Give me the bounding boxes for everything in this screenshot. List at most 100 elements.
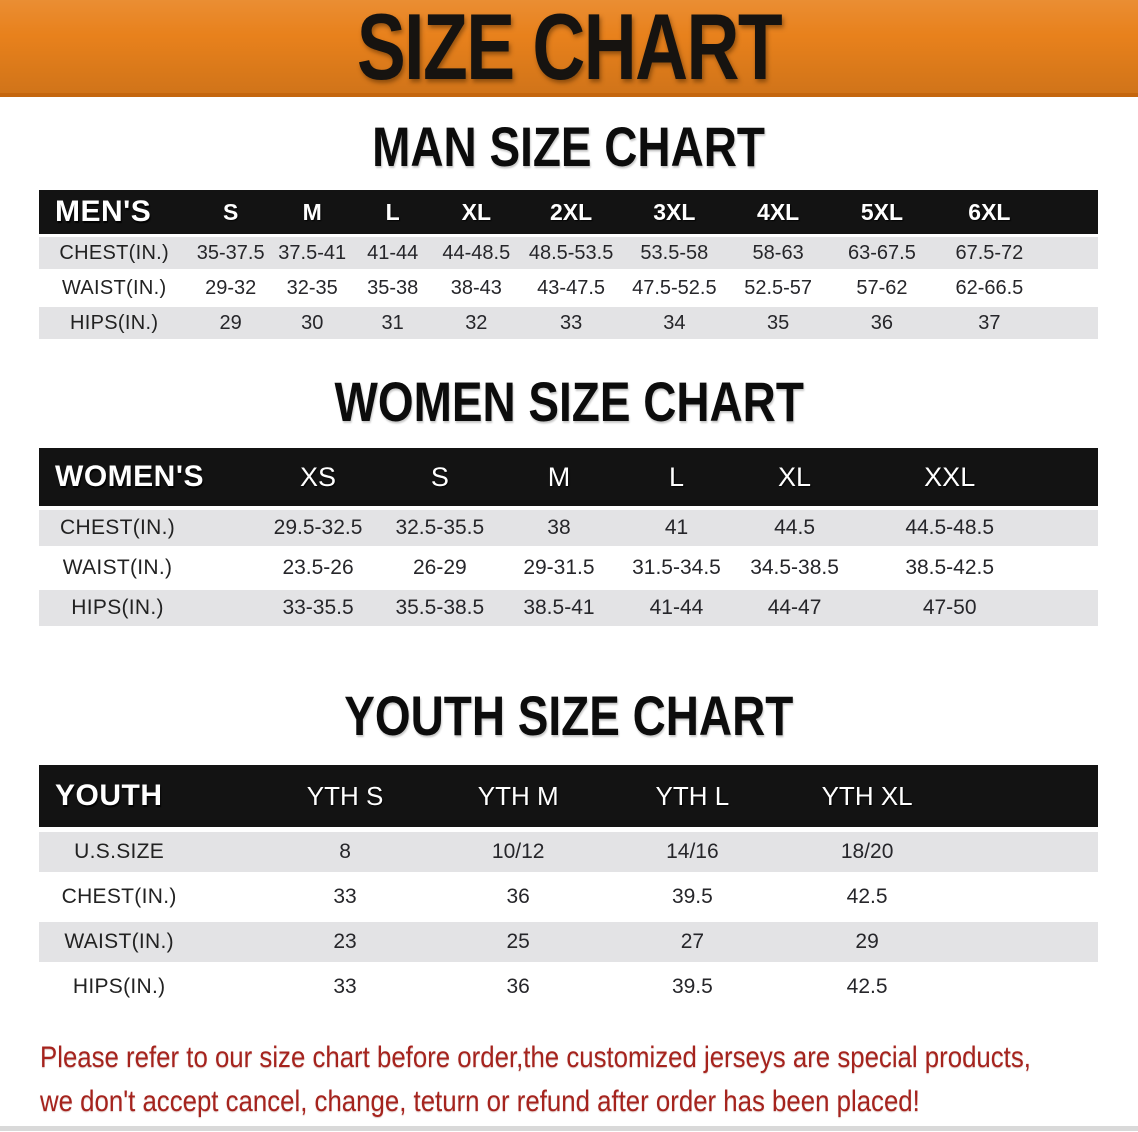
size-value: 29-31.5: [499, 550, 619, 586]
size-value: 57-62: [830, 272, 934, 304]
row-label: HIPS(IN.): [39, 307, 190, 339]
size-column-header: 2XL: [519, 190, 623, 234]
size-column-header: 5XL: [830, 190, 934, 234]
table-row: CHEST(IN.) 35-37.5 37.5-41 41-44 44-48.5 48.5…: [39, 237, 1098, 269]
size-value: 29.5-32.5: [256, 510, 380, 546]
size-value: 41-44: [618, 590, 735, 626]
size-column-header: 3XL: [622, 190, 727, 234]
size-value: 38.5-42.5: [854, 550, 1045, 586]
size-value: 39.5: [605, 877, 780, 917]
size-value: 27: [605, 922, 780, 962]
size-value: 44.5-48.5: [854, 510, 1045, 546]
size-value: 44-48.5: [432, 237, 520, 269]
bottom-edge-strip: [0, 1126, 1138, 1131]
size-section-youth: YOUTH SIZE CHART YOUTH YTH S YTH M YTH L YTH…: [0, 688, 1138, 1012]
size-value: 38: [499, 510, 619, 546]
size-column-header: L: [618, 448, 735, 506]
header-row: MEN'S S M L XL 2XL 3XL 4XL 5XL 6XL: [39, 190, 1098, 234]
size-column-header: XS: [256, 448, 380, 506]
size-value: 33: [259, 877, 431, 917]
section-heading-text: YOUTH SIZE CHART: [344, 684, 794, 747]
size-value: 29-32: [189, 272, 272, 304]
header-pad: [1045, 448, 1098, 506]
row-pad: [955, 967, 1098, 1007]
size-value: 8: [259, 832, 431, 872]
header-row: WOMEN'S XS S M L XL XXL: [39, 448, 1098, 506]
size-value: 37: [933, 307, 1045, 339]
size-value: 44.5: [734, 510, 855, 546]
table-row: CHEST(IN.) 33 36 39.5 42.5: [39, 877, 1098, 917]
table-row: HIPS(IN.) 33 36 39.5 42.5: [39, 967, 1098, 1007]
size-section-women: WOMEN SIZE CHART WOMEN'S XS S M L XL XXL CHEST…: [0, 374, 1138, 630]
row-pad: [955, 877, 1098, 917]
footer-line-1: Please refer to our size chart before or…: [40, 1041, 1031, 1074]
size-column-header: 4XL: [726, 190, 831, 234]
size-value: 25: [430, 922, 606, 962]
section-heading: YOUTH SIZE CHART: [0, 688, 1138, 744]
row-label: U.S.SIZE: [39, 832, 260, 872]
size-value: 43-47.5: [519, 272, 623, 304]
size-value: 35-38: [352, 272, 433, 304]
size-column-header: YTH M: [430, 765, 606, 827]
row-pad: [1045, 510, 1098, 546]
row-pad: [955, 832, 1098, 872]
size-value: 36: [830, 307, 934, 339]
size-value: 58-63: [726, 237, 831, 269]
size-value: 10/12: [430, 832, 606, 872]
table-row: WAIST(IN.) 23.5-26 26-29 29-31.5 31.5-34.5 34…: [39, 550, 1098, 586]
size-value: 63-67.5: [830, 237, 934, 269]
size-value: 18/20: [779, 832, 955, 872]
table-row: HIPS(IN.) 29 30 31 32 33 34 35 36 37: [39, 307, 1098, 339]
table-row: CHEST(IN.) 29.5-32.5 32.5-35.5 38 41 44.5 44.5…: [39, 510, 1098, 546]
size-value: 33: [519, 307, 623, 339]
row-pad: [1044, 307, 1098, 339]
size-value: 33-35.5: [256, 590, 380, 626]
row-label: HIPS(IN.): [39, 590, 257, 626]
size-value: 38.5-41: [499, 590, 619, 626]
sections: MAN SIZE CHART MEN'S S M L XL 2XL 3XL 4XL 5XL 6XL…: [0, 119, 1138, 1012]
size-table: YOUTH YTH S YTH M YTH L YTH XL U.S.SIZE 8 10/1…: [39, 760, 1098, 1012]
size-value: 35: [726, 307, 831, 339]
size-value: 39.5: [605, 967, 780, 1007]
banner: SIZE CHART: [0, 0, 1138, 97]
table-row: HIPS(IN.) 33-35.5 35.5-38.5 38.5-41 41-44 44-…: [39, 590, 1098, 626]
size-value: 31: [352, 307, 433, 339]
size-value: 23.5-26: [256, 550, 380, 586]
group-label: YOUTH: [39, 765, 260, 827]
size-column-header: 6XL: [933, 190, 1045, 234]
size-value: 53.5-58: [622, 237, 727, 269]
size-value: 32: [432, 307, 520, 339]
size-value: 31.5-34.5: [618, 550, 735, 586]
footer-line-2: we don't accept cancel, change, teturn o…: [40, 1085, 920, 1118]
size-section-men: MAN SIZE CHART MEN'S S M L XL 2XL 3XL 4XL 5XL 6XL…: [0, 119, 1138, 342]
size-column-header: XXL: [854, 448, 1045, 506]
size-value: 67.5-72: [933, 237, 1045, 269]
row-label: CHEST(IN.): [39, 510, 257, 546]
size-table: WOMEN'S XS S M L XL XXL CHEST(IN.) 29.5-32.5 32.…: [39, 444, 1098, 630]
row-pad: [1044, 272, 1098, 304]
section-heading: WOMEN SIZE CHART: [0, 374, 1138, 430]
group-label: MEN'S: [39, 190, 190, 234]
size-column-header: XL: [432, 190, 520, 234]
size-value: 42.5: [779, 967, 955, 1007]
table-row: U.S.SIZE 8 10/12 14/16 18/20: [39, 832, 1098, 872]
size-value: 37.5-41: [271, 237, 353, 269]
size-value: 42.5: [779, 877, 955, 917]
row-label: CHEST(IN.): [39, 877, 260, 917]
row-label: WAIST(IN.): [39, 272, 190, 304]
size-value: 47-50: [854, 590, 1045, 626]
size-column-header: YTH L: [605, 765, 780, 827]
size-column-header: S: [380, 448, 500, 506]
row-label: WAIST(IN.): [39, 922, 260, 962]
size-value: 34: [622, 307, 727, 339]
size-value: 48.5-53.5: [519, 237, 623, 269]
size-table: MEN'S S M L XL 2XL 3XL 4XL 5XL 6XL CHEST(IN.) 35-3…: [39, 187, 1098, 342]
size-value: 52.5-57: [726, 272, 831, 304]
size-value: 26-29: [380, 550, 500, 586]
section-heading: MAN SIZE CHART: [0, 119, 1138, 175]
size-value: 38-43: [432, 272, 520, 304]
size-column-header: YTH S: [259, 765, 431, 827]
row-pad: [1045, 590, 1098, 626]
size-value: 32.5-35.5: [380, 510, 500, 546]
banner-title: SIZE CHART: [356, 0, 783, 99]
